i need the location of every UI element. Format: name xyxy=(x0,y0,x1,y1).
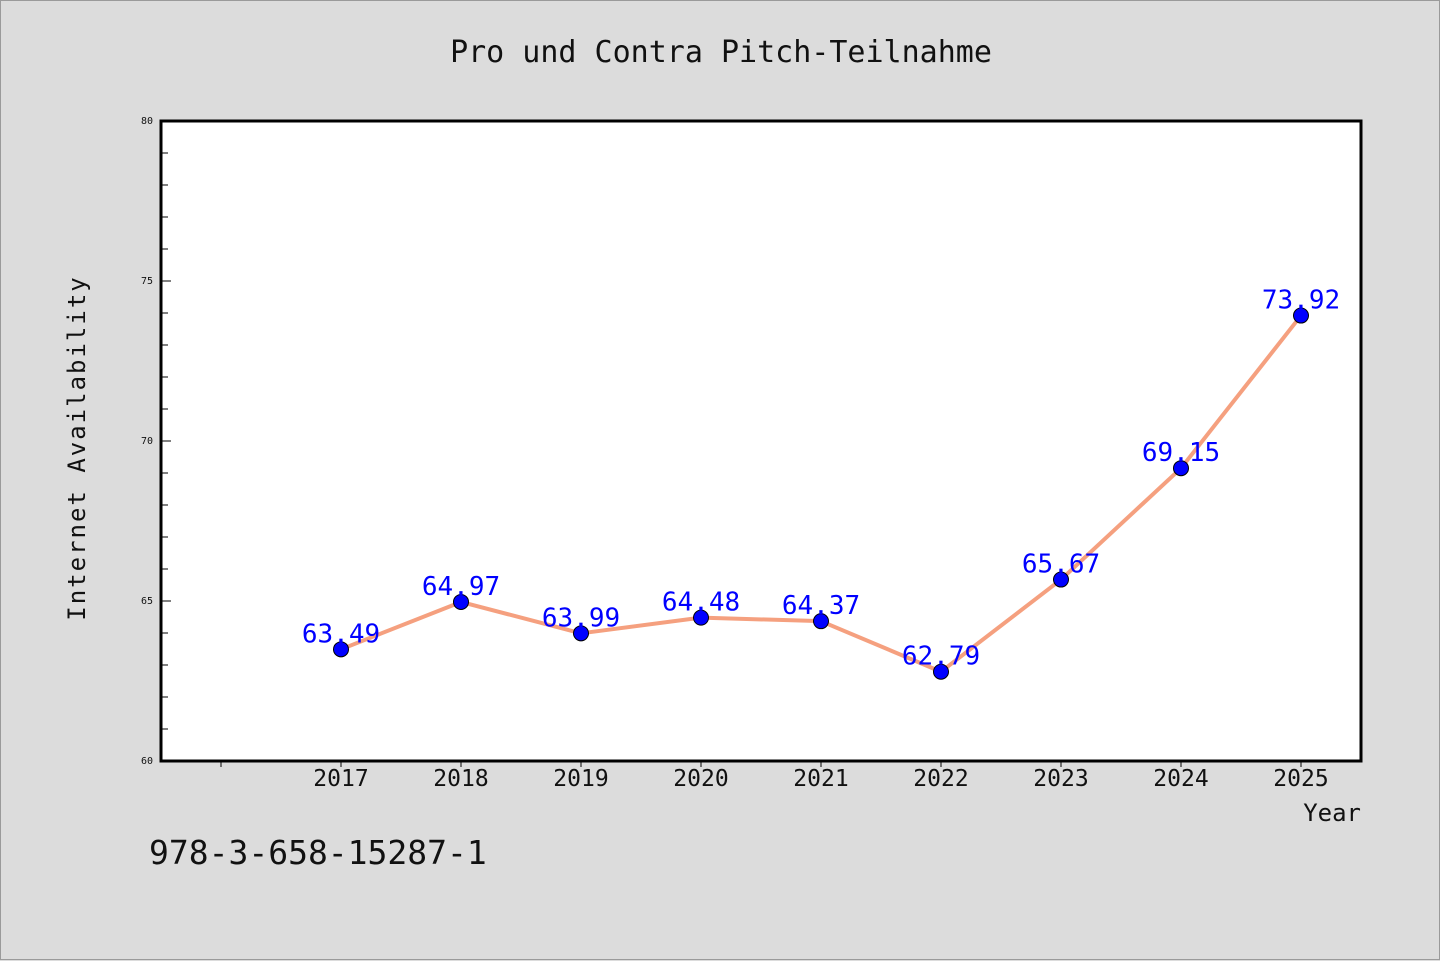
x-tick-label: 2017 xyxy=(313,766,368,792)
y-axis-label: Internet Availability xyxy=(63,275,91,620)
data-label: 64.48 xyxy=(662,588,740,618)
y-axis: 60 65 70 75 80 xyxy=(141,116,171,767)
data-point xyxy=(453,593,469,610)
y-tick-label: 70 xyxy=(141,436,153,447)
data-label: 73.92 xyxy=(1262,286,1340,316)
x-tick-label: 2020 xyxy=(673,766,728,792)
x-tick-label: 2019 xyxy=(553,766,608,792)
y-tick-label: 60 xyxy=(141,756,153,767)
x-tick-label: 2018 xyxy=(433,766,488,792)
data-label: 69.15 xyxy=(1142,438,1220,468)
data-point xyxy=(693,609,709,626)
y-tick-label: 65 xyxy=(141,596,153,607)
data-label: 65.67 xyxy=(1022,550,1100,580)
data-point xyxy=(573,625,589,642)
series-group: 63.49 64.97 63.99 64.48 64.37 62.79 65.67 69.15… xyxy=(302,286,1340,680)
x-tick-label: 2024 xyxy=(1153,766,1208,792)
y-tick-label: 80 xyxy=(141,116,153,127)
data-label: 62.79 xyxy=(902,642,980,672)
plot-area xyxy=(159,119,1363,763)
data-label: 64.37 xyxy=(782,591,860,621)
y-tick-label: 75 xyxy=(141,276,153,287)
data-point xyxy=(333,641,349,658)
data-point xyxy=(813,613,829,630)
x-tick-label: 2025 xyxy=(1273,766,1328,792)
footer-code: 978-3-658-15287-1 xyxy=(149,833,487,872)
x-axis-label: Year xyxy=(1303,799,1361,827)
x-tick-label: 2021 xyxy=(793,766,848,792)
data-point xyxy=(1293,307,1309,324)
data-label: 63.99 xyxy=(542,603,620,633)
chart-title: Pro und Contra Pitch-Teilnahme xyxy=(450,35,992,70)
data-point xyxy=(933,663,949,680)
data-point xyxy=(1053,571,1069,588)
data-label: 63.49 xyxy=(302,619,380,649)
x-tick-label: 2023 xyxy=(1033,766,1088,792)
x-tick-label: 2022 xyxy=(913,766,968,792)
data-point xyxy=(1173,460,1189,477)
x-axis: 2017 2018 2019 2020 2021 2022 2023 2024 2025 xyxy=(220,761,1329,792)
data-label: 64.97 xyxy=(422,572,500,602)
